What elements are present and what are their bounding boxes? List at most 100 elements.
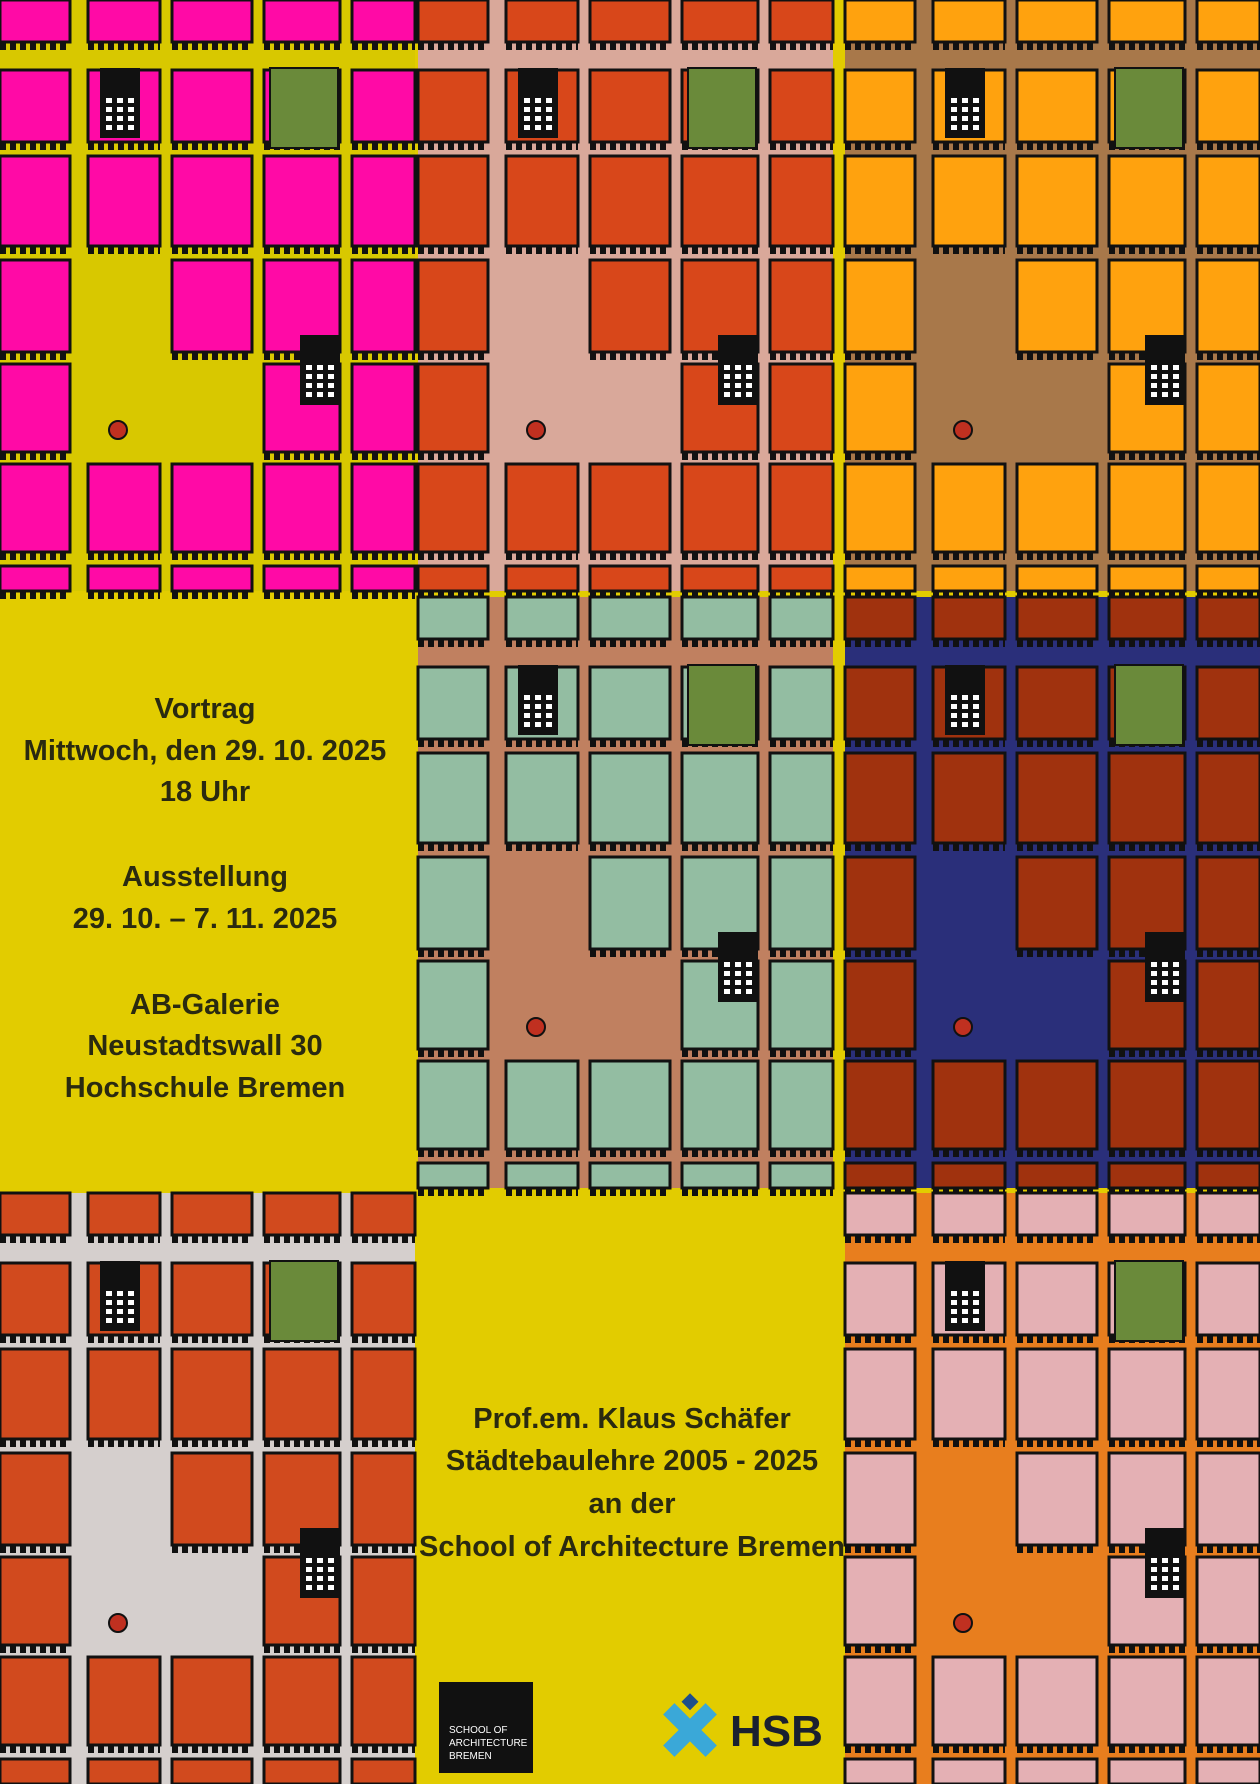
window <box>328 1567 334 1572</box>
block <box>0 1655 72 1747</box>
garden <box>1114 664 1184 746</box>
window <box>524 695 530 700</box>
window <box>973 704 979 709</box>
window <box>951 1300 957 1305</box>
info-line: Mittwoch, den 29. 10. 2025 <box>24 735 387 767</box>
window <box>1173 383 1179 388</box>
block <box>350 1347 417 1441</box>
window <box>973 695 979 700</box>
block <box>588 154 672 248</box>
window <box>128 107 134 112</box>
block <box>1015 1261 1099 1337</box>
block <box>0 362 72 454</box>
window <box>962 1309 968 1314</box>
block <box>0 154 72 248</box>
tree <box>108 420 128 440</box>
window <box>1151 392 1157 397</box>
block <box>0 1191 72 1237</box>
school-logo-text: BREMEN <box>449 1751 492 1762</box>
window <box>962 116 968 121</box>
block <box>1195 1451 1260 1547</box>
block <box>1015 1347 1099 1441</box>
school-logo: SCHOOL OF ARCHITECTURE BREMEN <box>439 1682 533 1773</box>
window <box>546 695 552 700</box>
block <box>170 258 254 354</box>
window <box>1173 365 1179 370</box>
block <box>1195 362 1260 454</box>
window <box>962 704 968 709</box>
block <box>768 462 835 554</box>
school-logo-box <box>439 1682 533 1773</box>
block <box>1107 1191 1187 1237</box>
block <box>768 0 835 44</box>
block <box>843 1059 917 1151</box>
window <box>546 116 552 121</box>
block <box>931 1161 1007 1190</box>
window <box>973 98 979 103</box>
window <box>973 1318 979 1323</box>
garden <box>1114 67 1184 149</box>
block <box>262 564 342 593</box>
block <box>170 0 254 44</box>
block <box>1107 564 1187 593</box>
city-plan-panel <box>0 1191 417 1784</box>
block <box>1195 1161 1260 1190</box>
window <box>317 1576 323 1581</box>
window <box>951 1309 957 1314</box>
block <box>0 1555 72 1647</box>
window <box>1151 383 1157 388</box>
window <box>117 1300 123 1305</box>
block <box>588 1059 672 1151</box>
window <box>306 392 312 397</box>
hsb-logo: HSB <box>663 1693 823 1757</box>
block <box>504 595 580 641</box>
window <box>1173 962 1179 967</box>
window <box>973 107 979 112</box>
info-line: Vortrag <box>155 693 256 725</box>
block <box>1015 564 1099 593</box>
window <box>973 1291 979 1296</box>
window <box>306 1567 312 1572</box>
block <box>0 258 72 354</box>
block <box>768 595 835 641</box>
block <box>588 68 672 144</box>
block <box>931 462 1007 554</box>
block <box>588 258 672 354</box>
window <box>951 713 957 718</box>
block <box>1015 1161 1099 1190</box>
block <box>768 68 835 144</box>
window <box>973 125 979 130</box>
school-logo-text: SCHOOL OF <box>449 1725 508 1736</box>
window <box>1162 980 1168 985</box>
block <box>416 595 490 641</box>
window <box>746 383 752 388</box>
window <box>973 1309 979 1314</box>
block <box>768 959 835 1051</box>
block <box>170 462 254 554</box>
block <box>170 1757 254 1784</box>
window <box>1151 1567 1157 1572</box>
block <box>416 1161 490 1190</box>
tree <box>526 420 546 440</box>
window <box>951 125 957 130</box>
city-plan-panel <box>416 0 835 599</box>
block <box>1015 462 1099 554</box>
block <box>170 1655 254 1747</box>
garden <box>269 67 339 149</box>
window <box>328 1585 334 1590</box>
window <box>328 392 334 397</box>
info-line: AB-Galerie <box>130 989 280 1021</box>
block <box>262 0 342 44</box>
block <box>350 0 417 44</box>
block <box>680 0 760 44</box>
window <box>951 1291 957 1296</box>
block <box>1195 0 1260 44</box>
block <box>170 564 254 593</box>
window <box>117 1291 123 1296</box>
window <box>1162 1585 1168 1590</box>
block <box>1195 1555 1260 1647</box>
block <box>843 959 917 1051</box>
block <box>86 564 162 593</box>
info-line: Neustadtswall 30 <box>87 1030 322 1062</box>
window <box>106 1300 112 1305</box>
